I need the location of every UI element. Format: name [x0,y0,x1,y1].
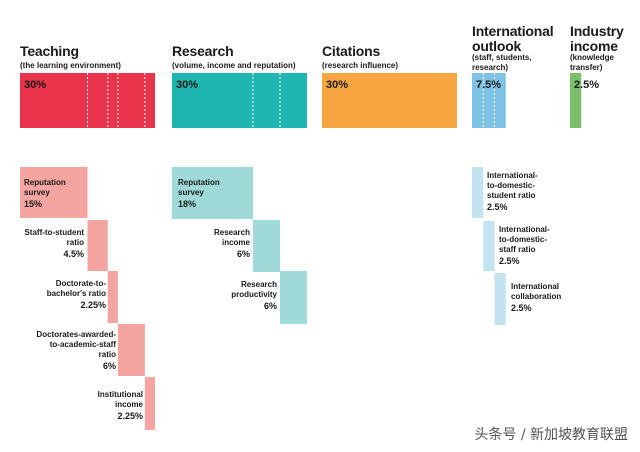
intl-subtitle-line1: (staff, students, [472,53,532,62]
intl-title-line1: International [472,23,554,39]
intl-subtitle: (staff, students, research) [472,53,532,73]
research-title: Research [172,43,234,59]
teaching-bar-label: 30% [24,79,47,91]
main-bar-3 [472,73,506,128]
industry-subtitle-line2: transfer) [570,63,603,72]
main-bar-1 [172,73,307,128]
teaching-doctorates-awarded-label: Doctorates-awarded- to-academic-staff ra… [36,330,116,371]
intl-subtitle-line2: research) [472,63,509,72]
research-reputation-label: Reputation survey 18% [178,178,220,209]
research-income-label: Research income 6% [213,228,250,259]
industry-title-line2: income [570,38,618,54]
teaching-doctorate-bachelor-label: Doctorate-to- bachelor's ratio 2.25% [46,279,106,310]
intl-component-bar-2 [494,273,506,325]
intl-collaboration-label: International collaboration 2.5% [511,282,562,313]
intl-title: International outlook [472,23,554,54]
research-component-bar-2 [280,271,307,324]
intl-component-bar-0 [472,167,484,218]
industry-title: Industry income [570,24,624,54]
main-bar-4 [570,73,582,128]
intl-component-bar-1 [483,221,495,271]
intl-bar-label: 7.5% [476,79,502,91]
intl-student-ratio-label: International- to-domestic- student rati… [487,171,538,212]
citations-bar-label: 30% [326,79,349,91]
main-bar-2 [322,73,457,128]
industry-bar-label: 2.5% [574,79,600,91]
intl-title-line2: outlook [472,38,522,54]
intl-staff-ratio-label: International- to-domestic- staff ratio … [499,225,550,266]
research-bar-label: 30% [176,79,199,91]
watermark: 头条号 / 新加坡教育联盟 [474,427,628,443]
teaching-component-bar-1 [87,220,108,271]
industry-subtitle: (knowledge transfer) [570,53,614,73]
teaching-component-bar-0 [20,167,88,218]
industry-subtitle-line1: (knowledge [570,53,615,62]
citations-subtitle: (research influence) [322,61,399,70]
teaching-staff-ratio-label: Staff-to-student ratio 4.5% [24,228,84,259]
teaching-reputation-label: Reputation survey 15% [24,178,66,209]
teaching-component-bar-2 [107,271,118,323]
research-component-bar-0 [172,167,253,219]
research-subtitle: (volume, income and reputation) [172,61,296,70]
teaching-component-bar-4 [144,377,155,430]
teaching-title: Teaching [20,43,79,59]
teaching-subtitle: (the learning environment) [20,61,121,70]
teaching-component-bar-3 [117,324,145,376]
citations-title: Citations [322,43,381,59]
teaching-institutional-income-label: Institutional income 2.25% [97,390,143,421]
research-productivity-label: Research productivity 6% [231,280,277,311]
research-component-bar-1 [253,220,280,272]
industry-title-line1: Industry [570,23,624,39]
